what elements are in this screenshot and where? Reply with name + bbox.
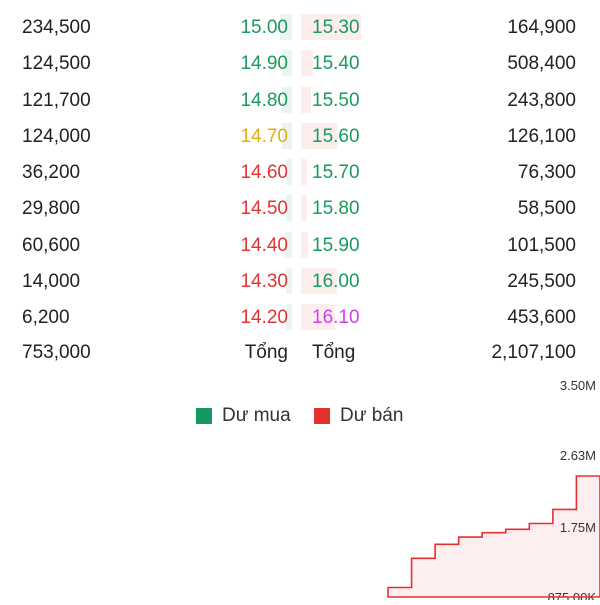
ask-volume-bar bbox=[301, 123, 337, 149]
order-book-total-row: 753,000 Tổng Tổng 2,107,100 bbox=[0, 335, 600, 371]
y-tick-label: 1.75M bbox=[560, 520, 596, 535]
ask-volume-bar bbox=[301, 232, 308, 258]
ask-volume-bar bbox=[301, 50, 313, 76]
legend-label-buy: Dư mua bbox=[222, 405, 291, 426]
order-book-row[interactable]: 36,200 14.60 15.70 76,300 bbox=[0, 155, 600, 191]
legend-swatch-sell bbox=[314, 408, 330, 424]
ask-price: 15.90 bbox=[312, 235, 360, 256]
bid-volume: 36,200 bbox=[22, 162, 81, 183]
bid-volume: 60,600 bbox=[22, 235, 81, 256]
ask-volume: 164,900 bbox=[507, 17, 576, 38]
ask-volume: 245,500 bbox=[507, 271, 576, 292]
order-book-row[interactable]: 60,600 14.40 15.90 101,500 bbox=[0, 228, 600, 264]
order-book-row[interactable]: 234,500 15.00 15.30 164,900 bbox=[0, 10, 600, 46]
legend-swatch-buy bbox=[196, 408, 212, 424]
ask-volume-bar bbox=[301, 159, 307, 185]
legend-label-sell: Dư bán bbox=[340, 405, 404, 426]
bid-price: 14.80 bbox=[240, 90, 288, 111]
ask-volume: 126,100 bbox=[507, 126, 576, 147]
bid-price: 14.20 bbox=[240, 307, 288, 328]
ask-volume-bar bbox=[301, 304, 335, 330]
bid-volume: 124,000 bbox=[22, 126, 91, 147]
order-book: 234,500 15.00 15.30 164,900 124,500 14.90 15.4… bbox=[0, 10, 600, 371]
bid-volume-bar bbox=[282, 123, 292, 149]
order-book-row[interactable]: 124,500 14.90 15.40 508,400 bbox=[0, 46, 600, 82]
ask-volume: 508,400 bbox=[507, 53, 576, 74]
depth-chart: 3.50M 2.63M 1.75M 875.00K bbox=[0, 370, 600, 605]
bid-price: 15.00 bbox=[240, 17, 288, 38]
ask-price: 16.10 bbox=[312, 307, 360, 328]
order-book-row[interactable]: 29,800 14.50 15.80 58,500 bbox=[0, 191, 600, 227]
bid-volume-bar bbox=[282, 50, 292, 76]
bid-volume-bar bbox=[286, 159, 292, 185]
bid-price: 14.60 bbox=[240, 162, 288, 183]
sell-depth-area bbox=[387, 475, 600, 598]
order-book-row[interactable]: 121,700 14.80 15.50 243,800 bbox=[0, 83, 600, 119]
bid-volume-bar bbox=[286, 304, 292, 330]
bid-volume: 121,700 bbox=[22, 90, 91, 111]
ask-price: 15.70 bbox=[312, 162, 360, 183]
ask-price: 15.40 bbox=[312, 53, 360, 74]
order-book-row[interactable]: 6,200 14.20 16.10 453,600 bbox=[0, 300, 600, 336]
bid-price: 14.90 bbox=[240, 53, 288, 74]
bid-volume: 29,800 bbox=[22, 198, 81, 219]
ask-price: 15.30 bbox=[312, 17, 360, 38]
ask-price: 15.50 bbox=[312, 90, 360, 111]
bid-volume: 234,500 bbox=[22, 17, 91, 38]
bid-volume-bar bbox=[285, 232, 292, 258]
ask-volume: 243,800 bbox=[507, 90, 576, 111]
chart-legend: Dư mua Dư bán bbox=[0, 402, 600, 430]
ask-volume: 101,500 bbox=[507, 235, 576, 256]
ask-volume-bar bbox=[301, 195, 307, 221]
legend-item-buy[interactable]: Dư mua bbox=[196, 402, 291, 430]
ask-price: 15.60 bbox=[312, 126, 360, 147]
ask-volume: 58,500 bbox=[517, 198, 576, 219]
ask-volume: 453,600 bbox=[507, 307, 576, 328]
order-book-row[interactable]: 14,000 14.30 16.00 245,500 bbox=[0, 264, 600, 300]
bid-volume-bar bbox=[282, 87, 292, 113]
total-ask-label: Tổng bbox=[312, 342, 356, 363]
bid-volume-bar bbox=[286, 268, 292, 294]
y-tick-label: 3.50M bbox=[560, 378, 596, 393]
ask-price: 15.80 bbox=[312, 198, 360, 219]
bid-volume-bar bbox=[286, 195, 292, 221]
ask-volume-bar bbox=[301, 268, 337, 294]
order-book-row[interactable]: 124,000 14.70 15.60 126,100 bbox=[0, 119, 600, 155]
bid-volume: 6,200 bbox=[22, 307, 70, 328]
total-bid-label: Tổng bbox=[244, 342, 288, 363]
ask-volume: 76,300 bbox=[517, 162, 576, 183]
bid-volume: 14,000 bbox=[22, 271, 81, 292]
bid-volume: 124,500 bbox=[22, 53, 91, 74]
bid-price: 14.50 bbox=[240, 198, 288, 219]
bid-price: 14.70 bbox=[240, 126, 288, 147]
bid-price: 14.40 bbox=[240, 235, 288, 256]
total-ask-volume: 2,107,100 bbox=[491, 342, 576, 363]
y-tick-label: 2.63M bbox=[560, 448, 596, 463]
bid-volume-bar bbox=[280, 14, 292, 40]
ask-price: 16.00 bbox=[312, 271, 360, 292]
total-bid-volume: 753,000 bbox=[22, 342, 91, 363]
ask-volume-bar bbox=[301, 87, 311, 113]
bid-price: 14.30 bbox=[240, 271, 288, 292]
ask-volume-bar bbox=[301, 14, 361, 40]
legend-item-sell[interactable]: Dư bán bbox=[314, 402, 403, 430]
